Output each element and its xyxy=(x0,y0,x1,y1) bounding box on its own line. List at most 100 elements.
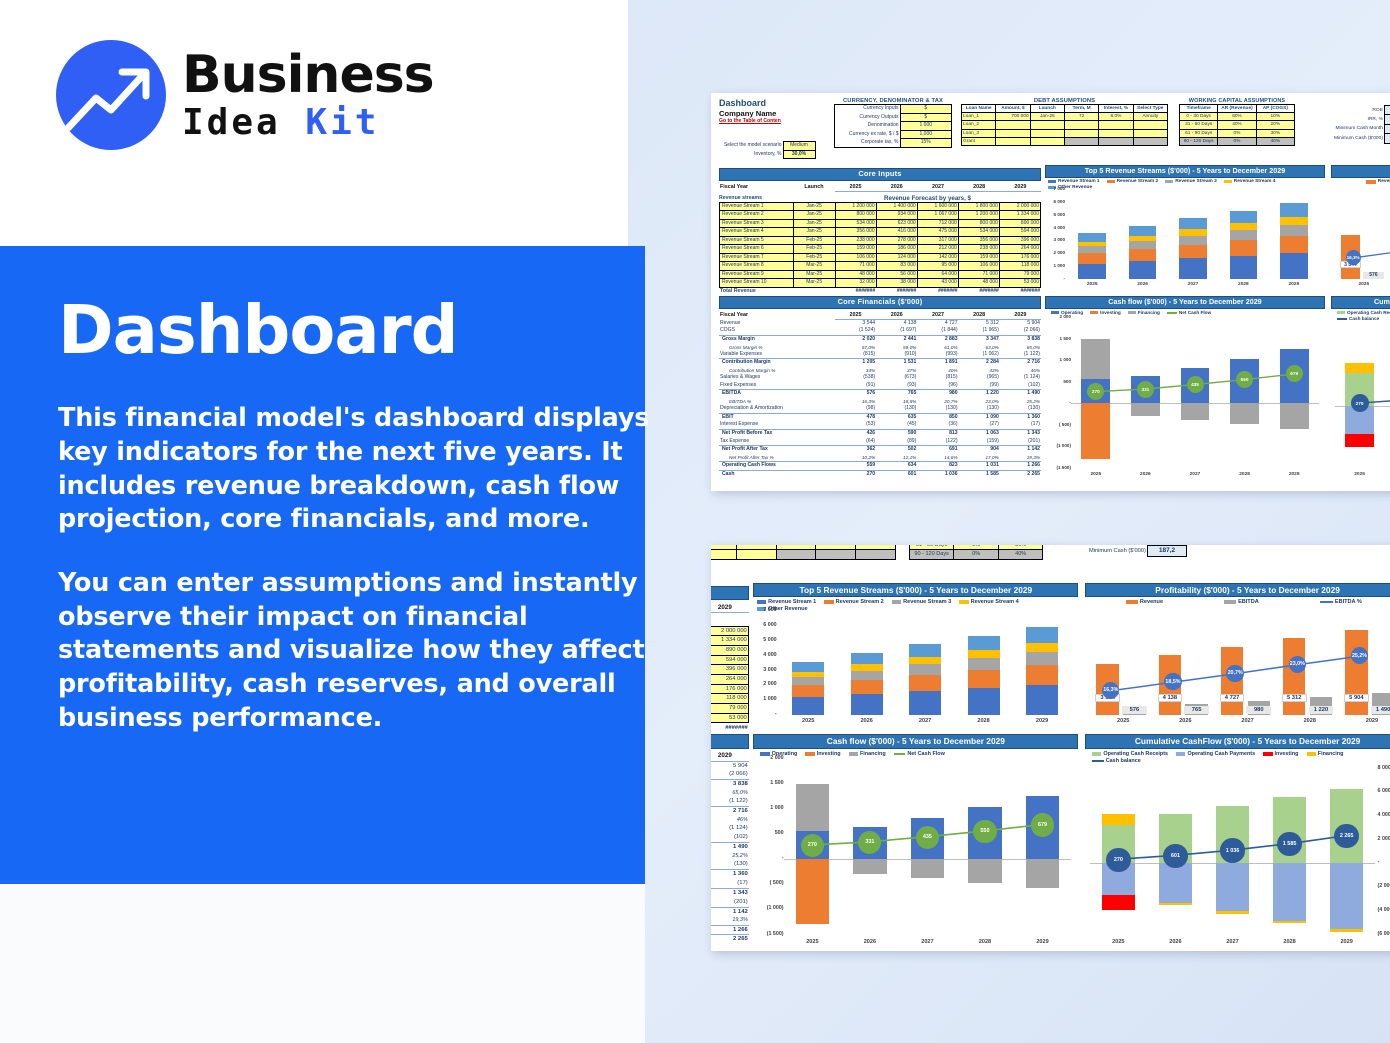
currency-row-value[interactable]: 1,000 xyxy=(899,129,953,139)
revenue-stream-value[interactable]: 53 000 xyxy=(711,712,749,724)
revenue-stream-value[interactable]: 238 000 xyxy=(834,235,877,246)
debt-cell[interactable]: 72 xyxy=(1063,112,1100,122)
revenue-stream-value[interactable]: 64 000 xyxy=(916,269,959,280)
revenue-stream-launch[interactable]: Jan-25 xyxy=(792,218,836,229)
revenue-stream-value[interactable]: 32 000 xyxy=(834,278,877,288)
toc-link[interactable]: Go to the Table of Conten xyxy=(719,118,781,124)
chart-cash-flow[interactable]: Cash flow ($'000) - 5 Years to December … xyxy=(753,734,1079,951)
revenue-stream-value[interactable]: 396 000 xyxy=(998,235,1042,246)
revenue-stream-value[interactable]: 38 000 xyxy=(875,278,918,288)
revenue-stream-value[interactable]: 416 000 xyxy=(875,227,918,237)
chart-cumulative-cashflow[interactable]: Cumulative CashFlow ($'000) - 5 Years to… xyxy=(1085,734,1390,951)
revenue-stream-name[interactable]: Revenue Stream 8 xyxy=(719,261,794,271)
debt-cell[interactable] xyxy=(995,128,1031,138)
debt-cell[interactable]: Grant xyxy=(960,136,997,146)
revenue-stream-value[interactable]: 79 000 xyxy=(998,269,1042,280)
revenue-stream-value[interactable]: 1 200 000 xyxy=(957,210,1000,220)
debt-cell[interactable]: Jan-25 xyxy=(1029,112,1065,122)
debt-cell[interactable]: Loan_1 xyxy=(960,112,997,122)
dashboard-screenshot-bottom[interactable]: Dashboard Company Name Go to the Table o… xyxy=(711,545,1390,951)
revenue-stream-name[interactable]: Revenue Stream 5 xyxy=(719,235,794,246)
debt-cell[interactable] xyxy=(775,549,817,560)
revenue-stream-value[interactable]: 212 000 xyxy=(916,244,959,254)
debt-cell[interactable] xyxy=(1132,136,1169,146)
revenue-stream-value[interactable]: 56 000 xyxy=(875,269,918,280)
currency-row-value[interactable]: 15% xyxy=(899,138,953,148)
debt-cell[interactable]: Loan_3 xyxy=(960,128,997,138)
wc-cell[interactable]: 0 - 30 Days xyxy=(1178,112,1219,122)
debt-cell[interactable]: 700 000 xyxy=(995,112,1031,122)
chart-revenue-streams[interactable]: Top 5 Revenue Streams ($'000) - 5 Years … xyxy=(1045,165,1325,293)
debt-cell[interactable] xyxy=(995,120,1031,130)
chart-cash-flow[interactable]: Cash flow ($'000) - 5 Years to December … xyxy=(1045,296,1325,484)
revenue-stream-value[interactable]: 317 000 xyxy=(916,235,959,246)
revenue-stream-value[interactable]: 890 000 xyxy=(711,645,749,656)
revenue-stream-name[interactable]: Revenue Stream 2 xyxy=(719,210,794,220)
revenue-stream-value[interactable]: 142 000 xyxy=(916,252,959,263)
revenue-stream-launch[interactable]: Jan-25 xyxy=(792,210,836,220)
revenue-stream-value[interactable]: 1 600 000 xyxy=(916,201,959,212)
revenue-stream-launch[interactable]: Mar-25 xyxy=(792,278,836,288)
debt-cell[interactable] xyxy=(1063,136,1100,146)
debt-cell[interactable] xyxy=(855,549,897,560)
revenue-stream-name[interactable]: Revenue Stream 6 xyxy=(719,244,794,254)
currency-row-value[interactable]: $ xyxy=(899,104,953,114)
debt-cell[interactable] xyxy=(1132,128,1169,138)
debt-cell[interactable] xyxy=(1063,128,1100,138)
revenue-stream-name[interactable]: Revenue Stream 9 xyxy=(719,269,794,280)
dashboard-screenshot-top[interactable]: Dashboard Company Name Go to the Table o… xyxy=(711,93,1390,491)
revenue-stream-name[interactable]: Revenue Stream 1 xyxy=(719,201,794,212)
revenue-stream-value[interactable]: 356 000 xyxy=(834,227,877,237)
revenue-stream-name[interactable]: Revenue Stream 10 xyxy=(719,278,794,288)
scenario-select[interactable]: Medium xyxy=(782,141,816,151)
wc-cell[interactable]: 0% xyxy=(1217,136,1257,146)
wc-cell[interactable]: 61 - 90 Days xyxy=(908,545,955,551)
revenue-stream-launch[interactable]: Feb-25 xyxy=(792,252,836,263)
revenue-stream-value[interactable]: 264 000 xyxy=(998,244,1042,254)
revenue-stream-value[interactable]: 475 000 xyxy=(916,227,959,237)
revenue-stream-value[interactable]: 124 000 xyxy=(875,252,918,263)
debt-cell[interactable]: Annuity xyxy=(1132,112,1169,122)
revenue-stream-value[interactable]: 95 000 xyxy=(916,261,959,271)
debt-cell[interactable]: 8.0% xyxy=(1098,112,1134,122)
revenue-stream-value[interactable]: 1 400 000 xyxy=(875,201,918,212)
revenue-stream-value[interactable]: 534 000 xyxy=(957,227,1000,237)
wc-cell[interactable]: 90 - 120 Days xyxy=(908,549,955,560)
revenue-stream-value[interactable]: 800 000 xyxy=(957,218,1000,229)
revenue-stream-value[interactable]: 1 334 000 xyxy=(711,635,749,646)
wc-cell[interactable]: 30% xyxy=(1255,128,1296,138)
revenue-stream-value[interactable]: 396 000 xyxy=(711,664,749,676)
wc-cell[interactable]: 20% xyxy=(1255,120,1296,130)
debt-cell[interactable] xyxy=(1029,136,1065,146)
revenue-stream-value[interactable]: 71 000 xyxy=(957,269,1000,280)
debt-cell[interactable] xyxy=(1098,120,1134,130)
revenue-stream-value[interactable]: 238 000 xyxy=(957,244,1000,254)
revenue-stream-value[interactable]: 48 000 xyxy=(834,269,877,280)
revenue-stream-value[interactable]: 594 000 xyxy=(711,654,749,666)
wc-cell[interactable]: 0% xyxy=(953,549,999,560)
revenue-stream-value[interactable]: 176 000 xyxy=(711,683,749,695)
revenue-stream-value[interactable]: 594 000 xyxy=(998,227,1042,237)
revenue-stream-value[interactable]: 2 000 000 xyxy=(998,201,1042,212)
revenue-stream-value[interactable]: 2 000 000 xyxy=(711,625,749,637)
chart-revenue-streams[interactable]: Top 5 Revenue Streams ($'000) - 5 Years … xyxy=(753,582,1079,731)
wc-cell[interactable]: 30% xyxy=(997,545,1044,551)
revenue-stream-value[interactable]: 800 000 xyxy=(834,210,877,220)
debt-cell[interactable] xyxy=(1132,120,1169,130)
revenue-stream-value[interactable]: 83 000 xyxy=(875,261,918,271)
wc-cell[interactable]: 40% xyxy=(997,549,1044,560)
revenue-stream-launch[interactable]: Feb-25 xyxy=(792,235,836,246)
debt-cell[interactable] xyxy=(711,549,737,560)
revenue-stream-value[interactable]: 534 000 xyxy=(834,218,877,229)
revenue-stream-value[interactable]: 712 000 xyxy=(916,218,959,229)
debt-cell[interactable] xyxy=(1029,128,1065,138)
revenue-stream-name[interactable]: Revenue Stream 7 xyxy=(719,252,794,263)
debt-cell[interactable] xyxy=(1098,136,1134,146)
debt-cell[interactable] xyxy=(735,549,777,560)
revenue-stream-value[interactable]: 118 000 xyxy=(711,693,749,705)
revenue-stream-value[interactable]: 43 000 xyxy=(916,278,959,288)
revenue-stream-value[interactable]: 934 000 xyxy=(875,210,918,220)
revenue-stream-value[interactable]: 1 200 000 xyxy=(834,201,877,212)
revenue-stream-value[interactable]: 106 000 xyxy=(834,252,877,263)
debt-cell[interactable] xyxy=(1063,120,1100,130)
